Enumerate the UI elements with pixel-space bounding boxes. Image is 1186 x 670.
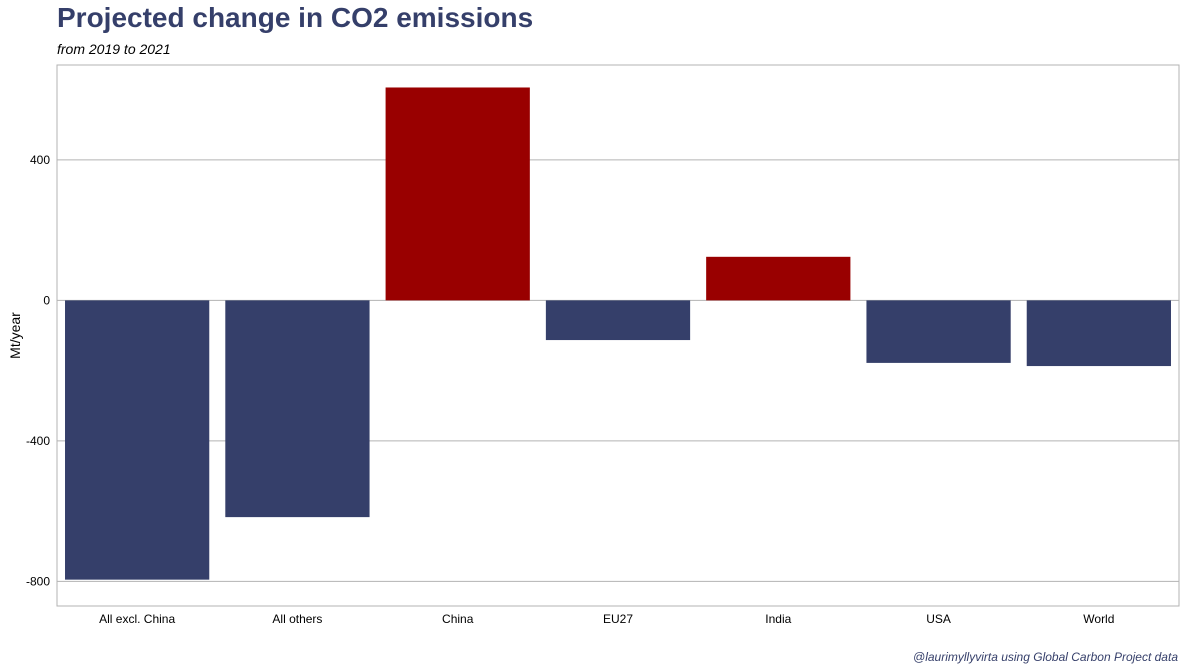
bar [225,300,370,518]
chart-title: Projected change in CO2 emissions [57,2,534,33]
chart-subtitle: from 2019 to 2021 [57,41,171,57]
bar [1026,300,1171,367]
panel-border [56,64,1180,607]
y-tick-label: 0 [43,293,50,307]
y-axis-ticks: -800 -400 0 400 [26,153,50,589]
x-tick-label: All others [272,612,322,626]
y-tick-label: -800 [26,574,50,588]
bar [706,256,851,301]
bar [866,300,1011,363]
bar [545,300,691,341]
x-tick-label: All excl. China [99,612,175,626]
bar [385,87,530,301]
x-axis-ticks: All excl. China All others China EU27 India U… [99,612,1114,626]
x-tick-label: World [1083,612,1114,626]
x-tick-label: China [442,612,474,626]
bar [65,300,210,580]
x-tick-label: India [765,612,791,626]
x-tick-label: USA [926,612,951,626]
x-tick-label: EU27 [603,612,633,626]
source-caption: @laurimyllyvirta using Global Carbon Pro… [913,650,1178,664]
y-axis-label: Mt/year [7,312,23,359]
y-tick-label: -400 [26,434,50,448]
y-tick-label: 400 [30,153,50,167]
bars [65,87,1171,580]
